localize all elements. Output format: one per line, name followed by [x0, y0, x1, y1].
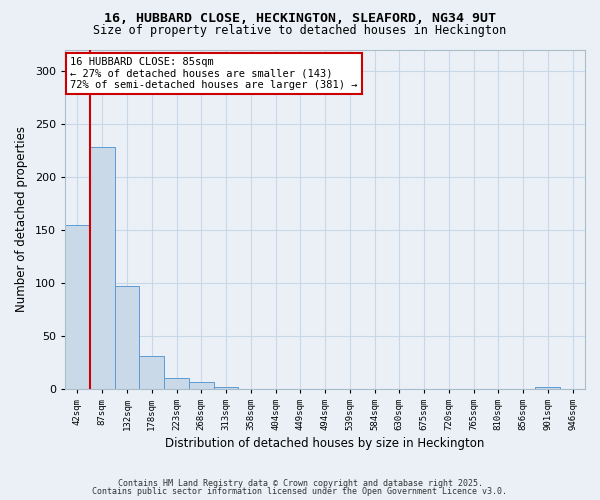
X-axis label: Distribution of detached houses by size in Heckington: Distribution of detached houses by size …	[166, 437, 485, 450]
Bar	[535, 386, 560, 389]
Text: Contains HM Land Registry data © Crown copyright and database right 2025.: Contains HM Land Registry data © Crown c…	[118, 478, 482, 488]
Text: 16 HUBBARD CLOSE: 85sqm
← 27% of detached houses are smaller (143)
72% of semi-d: 16 HUBBARD CLOSE: 85sqm ← 27% of detache…	[70, 57, 358, 90]
Bar	[164, 378, 189, 389]
Text: 16, HUBBARD CLOSE, HECKINGTON, SLEAFORD, NG34 9UT: 16, HUBBARD CLOSE, HECKINGTON, SLEAFORD,…	[104, 12, 496, 26]
Text: Contains public sector information licensed under the Open Government Licence v3: Contains public sector information licen…	[92, 487, 508, 496]
Bar	[65, 224, 90, 389]
Y-axis label: Number of detached properties: Number of detached properties	[15, 126, 28, 312]
Bar	[115, 286, 139, 389]
Text: Size of property relative to detached houses in Heckington: Size of property relative to detached ho…	[94, 24, 506, 37]
Bar	[90, 148, 115, 389]
Bar	[139, 356, 164, 389]
Bar	[189, 382, 214, 389]
Bar	[214, 386, 238, 389]
